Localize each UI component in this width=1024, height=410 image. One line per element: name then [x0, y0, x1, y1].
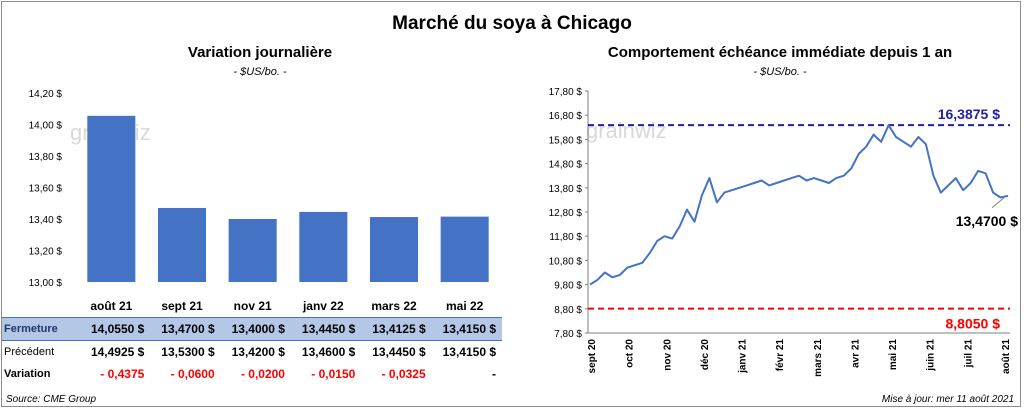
- bar-chart-title: Variation journalière: [187, 44, 333, 61]
- table-cell: - 0,4375: [100, 367, 145, 381]
- line-chart-unit: - $US/bo. -: [753, 66, 807, 78]
- bar: [87, 115, 136, 283]
- x-tick-label: mars 21: [813, 339, 824, 377]
- table-cell: - 0,0150: [311, 367, 356, 381]
- table-cell: 13,4450 $: [372, 345, 426, 359]
- y-tick-label: 14,20 $: [29, 89, 63, 100]
- y-tick-label: 7,80 $: [554, 329, 582, 340]
- table-cell: 13,4450 $: [290, 317, 362, 341]
- x-tick-label: mai 21: [888, 339, 899, 371]
- table-cell: 13,4150 $: [431, 317, 502, 341]
- table-cell: 13,4700 $: [150, 317, 221, 341]
- x-tick-label: avr 21: [850, 339, 861, 368]
- row-label: Fermeture: [2, 317, 80, 341]
- y-tick-label: 17,80 $: [549, 87, 583, 98]
- y-tick-label: 12,80 $: [549, 208, 583, 219]
- x-tick-label: juin 21: [926, 339, 937, 372]
- line-chart-title: Comportement échéance immédiate depuis 1…: [607, 44, 953, 61]
- max-value-label: 16,3875 $: [938, 106, 1000, 122]
- y-tick-label: 14,80 $: [549, 160, 583, 171]
- table-cell: 13,4150 $: [442, 345, 496, 359]
- x-category-label: août 21: [90, 299, 132, 313]
- x-tick-label: août 21: [1001, 339, 1012, 374]
- table-row-variation: Variation - 0,4375 - 0,0600 - 0,0200 - 0…: [2, 363, 502, 385]
- y-tick-label: 13,00 $: [29, 278, 63, 289]
- bar: [369, 217, 419, 282]
- bar: [299, 211, 348, 282]
- last-value-leader: [991, 197, 1005, 209]
- bar: [228, 219, 277, 282]
- source-note: Source: CME Group: [6, 394, 97, 405]
- table-row-fermeture: Fermeture 14,0550 $ 13,4700 $ 13,4000 $ …: [2, 317, 502, 341]
- summary-table: Fermeture 14,0550 $ 13,4700 $ 13,4000 $ …: [2, 317, 502, 385]
- last-value-label: 13,4700 $: [956, 213, 1018, 229]
- min-value-label: 8,8050 $: [946, 316, 1001, 332]
- table-cell: 13,4600 $: [301, 345, 356, 359]
- y-tick-label: 13,20 $: [29, 247, 63, 258]
- table-cell: 13,4125 $: [361, 317, 432, 341]
- table-cell: 14,0550 $: [80, 317, 151, 341]
- table-cell: 13,4000 $: [220, 317, 291, 341]
- row-label: Variation: [4, 368, 51, 380]
- update-note: Mise à jour: mer 11 août 2021: [881, 394, 1014, 405]
- y-tick-label: 11,80 $: [549, 232, 582, 243]
- x-tick-label: nov 20: [662, 339, 673, 371]
- y-tick-label: 16,80 $: [549, 111, 583, 122]
- row-label: Précédent: [4, 346, 55, 358]
- y-tick-label: 13,60 $: [29, 184, 63, 195]
- y-tick-label: 13,40 $: [29, 215, 63, 226]
- x-tick-label: sept 20: [587, 339, 598, 374]
- x-category-label: sept 21: [161, 299, 203, 313]
- table-row-precedent: Précédent 14,4925 $ 13,5300 $ 13,4200 $ …: [2, 341, 502, 364]
- x-tick-label: juil 21: [963, 339, 974, 369]
- table-cell: - 0,0325: [381, 367, 426, 381]
- price-line: [589, 124, 1009, 286]
- y-tick-label: 13,80 $: [549, 184, 583, 195]
- bar: [157, 207, 207, 282]
- x-category-label: mars 22: [371, 299, 417, 313]
- main-title: Marché du soya à Chicago: [392, 13, 632, 34]
- x-category-label: janv 22: [302, 299, 344, 313]
- y-tick-label: 10,80 $: [549, 256, 583, 267]
- bar: [440, 216, 489, 282]
- y-tick-label: 8,80 $: [554, 305, 582, 316]
- table-cell: 13,4200 $: [231, 345, 285, 359]
- x-tick-label: févr 21: [775, 339, 786, 372]
- x-category-label: mai 22: [446, 299, 484, 313]
- table-cell: - 0,0200: [240, 367, 285, 381]
- table-cell: -: [492, 367, 496, 381]
- y-tick-label: 9,80 $: [554, 281, 582, 292]
- x-tick-label: janv 21: [738, 339, 749, 374]
- bar-chart-unit: - $US/bo. -: [233, 66, 287, 78]
- y-tick-label: 14,00 $: [29, 121, 63, 132]
- y-tick-label: 15,80 $: [549, 135, 583, 146]
- watermark: grainwiz: [586, 118, 667, 143]
- table-cell: 13,5300 $: [161, 345, 215, 359]
- y-tick-label: 13,80 $: [29, 152, 63, 163]
- x-tick-label: déc 20: [700, 339, 711, 371]
- table-cell: 14,4925 $: [90, 345, 145, 359]
- x-tick-label: oct 20: [625, 339, 636, 368]
- table-cell: - 0,0600: [170, 367, 215, 381]
- x-category-label: nov 21: [234, 299, 272, 313]
